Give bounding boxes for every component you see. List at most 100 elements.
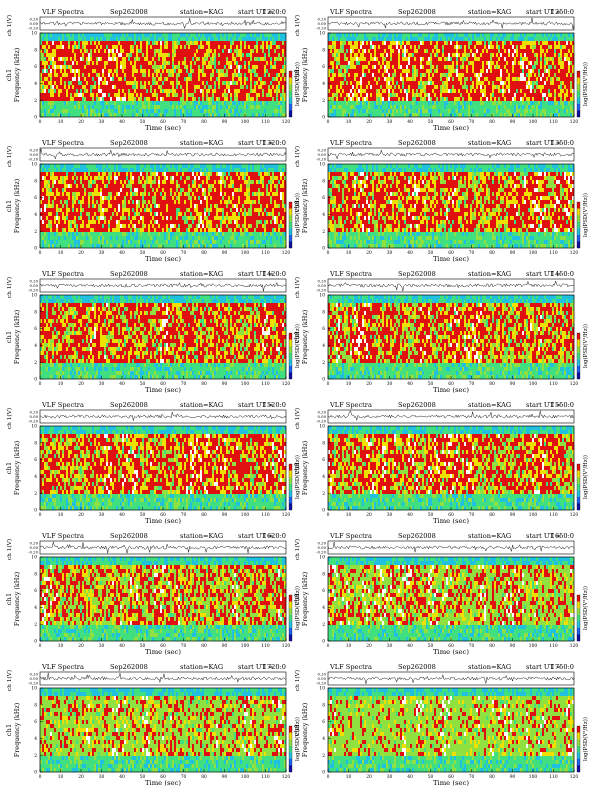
spectrogram-cell: [412, 93, 414, 97]
spectrogram-cell: [548, 81, 550, 85]
spectrogram-cell: [334, 53, 336, 57]
spectrogram-cell: [360, 89, 362, 93]
spectrogram-cell: [412, 85, 414, 89]
spectrogram-cell: [384, 73, 386, 77]
spectrogram-cell: [120, 57, 122, 61]
spectrogram-cell: [472, 113, 474, 117]
spectrogram-cell: [102, 53, 104, 57]
spectrogram-cell: [138, 81, 140, 85]
spectrogram-cell: [376, 37, 378, 41]
spectrogram-cell: [172, 101, 174, 105]
spectrogram-cell: [530, 53, 532, 57]
spectrogram-cell: [358, 77, 360, 81]
spectrogram-cell: [156, 85, 158, 89]
spectrogram-cell: [422, 33, 424, 37]
spectrogram-cell: [66, 45, 68, 49]
spectrogram-cell: [154, 61, 156, 65]
spectrogram-cell: [462, 93, 464, 97]
spectrogram-cell: [282, 61, 284, 65]
spectrogram-cell: [104, 101, 106, 105]
spectrogram-cell: [104, 37, 106, 41]
spectrogram-cell: [374, 85, 376, 89]
spectrogram-cell: [470, 57, 472, 61]
spectrogram-cell: [226, 69, 228, 73]
spectrogram-cell: [390, 69, 392, 73]
spectrogram-cell: [150, 33, 152, 37]
spectrogram-cell: [242, 37, 244, 41]
spectrogram-cell: [68, 77, 70, 81]
spectrogram-cell: [408, 109, 410, 113]
spectrogram-cell: [384, 85, 386, 89]
spectrogram-cell: [76, 89, 78, 93]
spectrogram-cell: [264, 77, 266, 81]
spectrogram-cell: [448, 105, 450, 109]
spectrogram-cell: [410, 57, 412, 61]
spectrogram-cell: [224, 65, 226, 69]
spectrogram-cell: [510, 49, 512, 53]
spectrogram-cell: [526, 77, 528, 81]
spectrogram-cell: [74, 53, 76, 57]
spectrogram-cell: [236, 93, 238, 97]
spectrogram-cell: [238, 33, 240, 37]
spectrogram-cell: [462, 41, 464, 45]
spectrogram-cell: [350, 81, 352, 85]
spectrogram-cell: [464, 101, 466, 105]
spectrogram-cell: [78, 33, 80, 37]
spectrogram-cell: [248, 81, 250, 85]
spectrogram-cell: [544, 33, 546, 37]
spectrogram-cell: [380, 73, 382, 77]
spectrogram-cell: [224, 85, 226, 89]
spectrogram-cell: [82, 65, 84, 69]
spectrogram-cell: [110, 97, 112, 101]
spectrogram-cell: [132, 69, 134, 73]
spectrogram-cell: [142, 65, 144, 69]
spectrogram-cell: [496, 45, 498, 49]
spectrogram-cell: [502, 49, 504, 53]
spectrogram-cell: [138, 109, 140, 113]
spectrogram-cell: [64, 69, 66, 73]
spectrogram-cell: [448, 97, 450, 101]
spectrogram-cell: [134, 81, 136, 85]
spectrogram-cell: [168, 73, 170, 77]
spectrogram-cell: [228, 65, 230, 69]
spectrogram-cell: [382, 45, 384, 49]
spectrogram-cell: [384, 97, 386, 101]
spectrogram-cell: [512, 93, 514, 97]
spectrogram-cell: [140, 49, 142, 53]
spectrogram-cell: [128, 109, 130, 113]
spectrogram-cell: [230, 45, 232, 49]
spectrogram-cell: [222, 81, 224, 85]
spectrogram-cell: [188, 45, 190, 49]
spectrogram-cell: [156, 49, 158, 53]
spectrogram-cell: [446, 105, 448, 109]
spectrogram-cell: [380, 61, 382, 65]
spectrogram-cell: [542, 97, 544, 101]
spectrogram-cell: [516, 45, 518, 49]
spectrogram-cell: [174, 73, 176, 77]
spectrogram-cell: [266, 113, 268, 117]
spectrogram-cell: [184, 53, 186, 57]
spectrogram-cell: [474, 33, 476, 37]
spectrogram-cell: [132, 89, 134, 93]
spectrogram-cell: [492, 89, 494, 93]
spectrogram-cell: [522, 45, 524, 49]
spectrogram-cell: [462, 61, 464, 65]
spectrogram-cell: [104, 33, 106, 37]
spectrogram-cell: [522, 49, 524, 53]
spectrogram-cell: [172, 49, 174, 53]
spectrogram-cell: [256, 93, 258, 97]
spectrogram-cell: [232, 93, 234, 97]
spectrogram-cell: [238, 57, 240, 61]
spectrogram-cell: [182, 77, 184, 81]
spectrogram-cell: [362, 53, 364, 57]
spectrogram-cell: [114, 77, 116, 81]
spectrogram-cell: [418, 73, 420, 77]
spectrogram-cell: [164, 37, 166, 41]
spectrogram-cell: [534, 61, 536, 65]
spectrogram-cell: [240, 89, 242, 93]
spectrogram-cell: [74, 81, 76, 85]
spectrogram-cell: [90, 41, 92, 45]
spectrogram-cell: [486, 61, 488, 65]
spectrogram-cell: [402, 105, 404, 109]
spectrogram-cell: [210, 93, 212, 97]
